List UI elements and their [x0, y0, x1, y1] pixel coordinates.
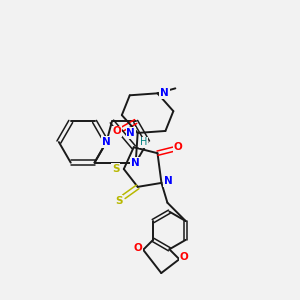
Text: O: O [112, 126, 121, 136]
Text: N: N [102, 137, 111, 147]
Text: N: N [164, 176, 173, 186]
Text: O: O [134, 243, 142, 253]
Text: O: O [180, 252, 189, 262]
Text: N: N [131, 158, 140, 168]
Text: N: N [126, 128, 135, 138]
Text: S: S [115, 196, 123, 206]
Text: N: N [160, 88, 169, 98]
Text: O: O [174, 142, 183, 152]
Text: S: S [112, 164, 120, 174]
Text: H: H [140, 137, 147, 147]
